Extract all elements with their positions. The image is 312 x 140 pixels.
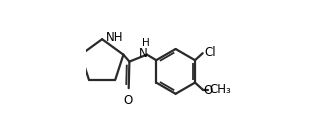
Text: O: O — [203, 84, 213, 97]
Text: Cl: Cl — [204, 46, 216, 59]
Text: CH₃: CH₃ — [210, 83, 232, 96]
Text: N: N — [139, 47, 148, 60]
Text: O: O — [123, 94, 133, 107]
Text: NH: NH — [105, 31, 123, 44]
Text: H: H — [142, 38, 150, 48]
